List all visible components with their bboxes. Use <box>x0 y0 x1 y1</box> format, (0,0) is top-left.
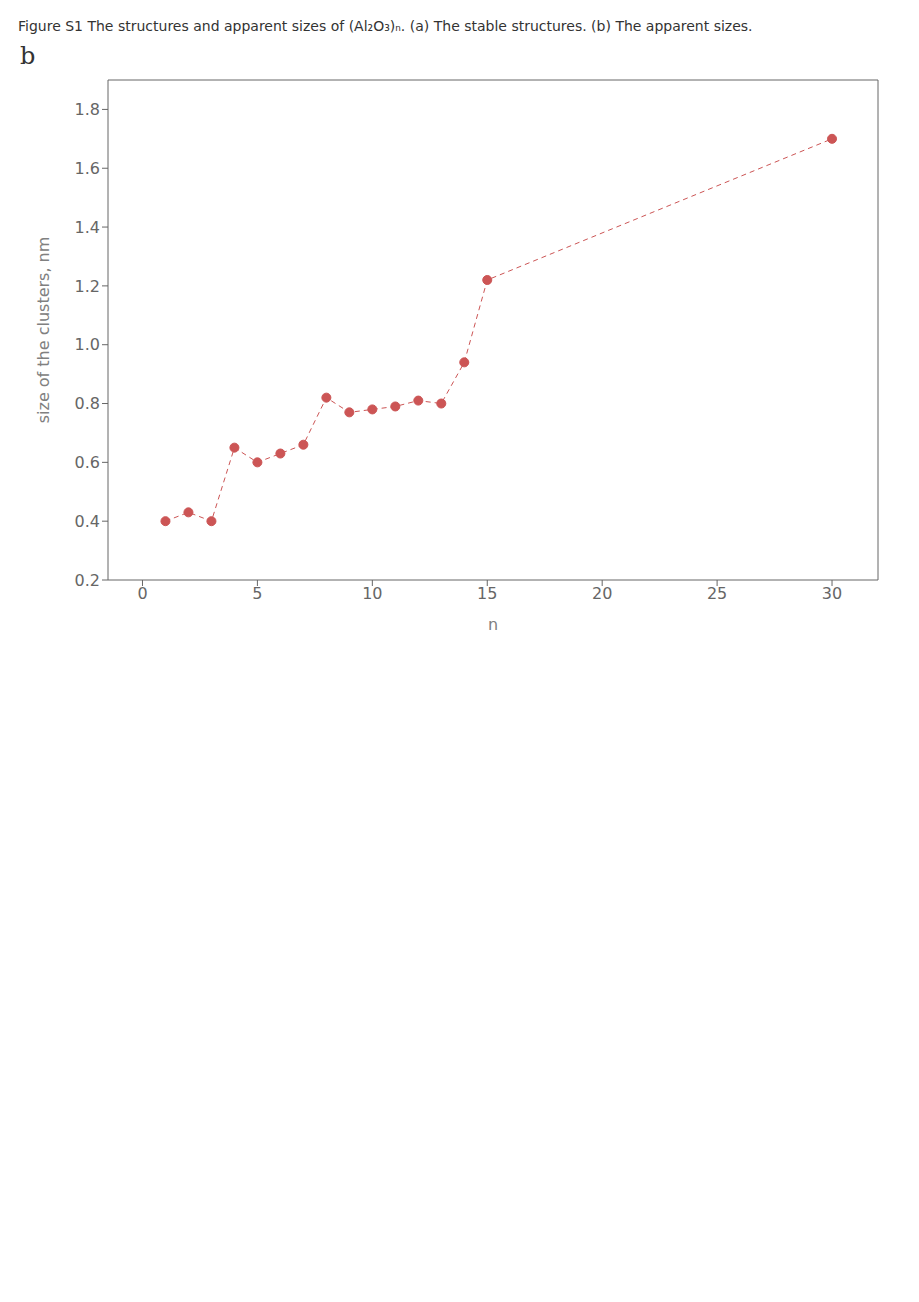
svg-text:0.8: 0.8 <box>75 394 100 413</box>
svg-text:10: 10 <box>362 584 382 603</box>
html-text:Figure S1 The structures and a: Figure S1 The structures and apparent si… <box>18 18 753 34</box>
html-text:b: b <box>20 42 36 70</box>
svg-text:15: 15 <box>477 584 497 603</box>
svg-text:5: 5 <box>252 584 262 603</box>
svg-text:1.8: 1.8 <box>75 100 100 119</box>
svg-text:n: n <box>488 615 498 634</box>
svg-text:1.4: 1.4 <box>75 218 100 237</box>
svg-text:1.2: 1.2 <box>75 277 100 296</box>
svg-text:25: 25 <box>707 584 727 603</box>
svg-text:1.6: 1.6 <box>75 159 100 178</box>
svg-text:20: 20 <box>592 584 612 603</box>
svg-text:size of the clusters, nm: size of the clusters, nm <box>34 237 53 424</box>
svg-text:0.6: 0.6 <box>75 453 100 472</box>
svg-text:0.2: 0.2 <box>75 571 100 590</box>
svg-text:0.4: 0.4 <box>75 512 100 531</box>
svg-text:30: 30 <box>822 584 842 603</box>
svg-text:1.0: 1.0 <box>75 335 100 354</box>
svg-text:0: 0 <box>137 584 147 603</box>
